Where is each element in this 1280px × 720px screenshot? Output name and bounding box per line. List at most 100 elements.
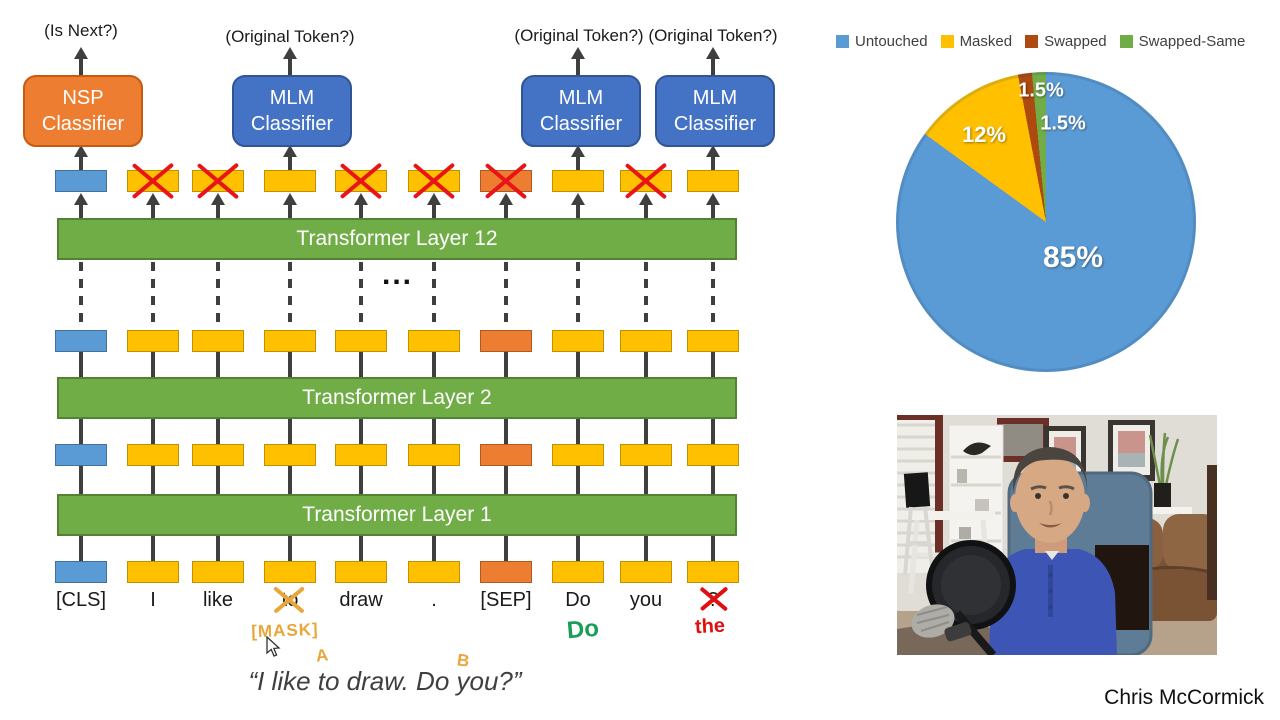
column-line [504, 352, 508, 377]
classifier-line2: Classifier [539, 113, 623, 135]
column-line [644, 466, 648, 494]
token-label: . [431, 589, 437, 611]
mouse-cursor-icon [266, 636, 281, 657]
arrowhead-icon [499, 193, 513, 205]
red-x-mark [411, 158, 457, 204]
mlm-output-label-1: (Original Token?) [225, 27, 355, 46]
token-label: draw [339, 589, 383, 611]
column-line [288, 419, 292, 444]
column-line [504, 205, 508, 218]
column-line [288, 157, 292, 170]
column-line [216, 466, 220, 494]
arrowhead-icon [639, 193, 653, 205]
hidden-layers-ellipsis: ... [382, 258, 414, 291]
arrowhead-icon [354, 193, 368, 205]
mic-arm [953, 610, 997, 655]
column-line [288, 205, 292, 218]
nsp-classifier-box: NSP Classifier [23, 75, 143, 147]
column-line [644, 352, 648, 377]
red-x-mark [130, 158, 176, 204]
handwritten-do: Do [565, 614, 601, 645]
column-line [359, 205, 363, 218]
pie-value-label-masked: 12% [961, 122, 1007, 147]
token-box-row4 [687, 170, 739, 192]
token-box-row3 [552, 330, 604, 352]
token-box-row3 [192, 330, 244, 352]
token-box-row1 [687, 561, 739, 583]
column-line [644, 536, 648, 561]
column-line [288, 352, 292, 377]
token-label: [SEP] [480, 589, 532, 611]
token-box-row3 [408, 330, 460, 352]
transformer-layer-12: Transformer Layer 12 [57, 218, 737, 260]
transformer-layer-2: Transformer Layer 2 [57, 377, 737, 419]
segment-a-label: A [314, 645, 330, 666]
transformer-layer-1: Transformer Layer 1 [57, 494, 737, 536]
token-box-row3 [335, 330, 387, 352]
column-line [359, 419, 363, 444]
token-box-row2 [687, 444, 739, 466]
token-box-row1 [620, 561, 672, 583]
microphone [911, 604, 972, 642]
classifier-line2: Classifier [250, 113, 334, 135]
column-dashed-line [432, 262, 436, 330]
legend-swatch [940, 35, 954, 48]
column-line [288, 466, 292, 494]
pie-value-label-untouched: 85% [1042, 241, 1104, 274]
column-line [151, 205, 155, 218]
arrowhead-icon [571, 193, 585, 205]
column-line [711, 536, 715, 561]
pie-value-label-swapped: 1.5% [1018, 79, 1064, 102]
token-box-row2 [264, 444, 316, 466]
column-dashed-line [288, 262, 292, 330]
webcam-video [897, 415, 1217, 655]
column-line [151, 419, 155, 444]
classifier-line2: Classifier [41, 113, 125, 135]
column-line [432, 419, 436, 444]
column-line [216, 205, 220, 218]
token-box-row1 [335, 561, 387, 583]
arrowhead-icon [571, 47, 585, 59]
token-box-row3 [127, 330, 179, 352]
column-line [79, 205, 83, 218]
arrowhead-icon [74, 193, 88, 205]
arrowhead-icon [211, 193, 225, 205]
nsp-output-label: (Is Next?) [44, 21, 118, 40]
token-box-row4 [55, 170, 107, 192]
presenter-name: Chris McCormick [1104, 686, 1264, 709]
token-box-row3 [620, 330, 672, 352]
token-box-row1 [408, 561, 460, 583]
legend-swatch [1025, 35, 1039, 48]
pie-value-label-swapped-same: 1.5% [1040, 112, 1086, 135]
red-x-mark [338, 158, 384, 204]
column-line [216, 419, 220, 444]
token-box-row3 [480, 330, 532, 352]
arrowhead-icon [706, 145, 720, 157]
column-dashed-line [79, 262, 83, 330]
framed-picture-right [1108, 420, 1155, 481]
legend-item-swapped: Swapped [1025, 33, 1107, 50]
token-box-row4 [552, 170, 604, 192]
column-line [576, 157, 580, 170]
token-box-row2 [127, 444, 179, 466]
column-line [359, 536, 363, 561]
token-box-row2 [192, 444, 244, 466]
column-line [711, 59, 715, 75]
column-dashed-line [151, 262, 155, 330]
arrowhead-icon [146, 193, 160, 205]
column-dashed-line [504, 262, 508, 330]
column-line [79, 157, 83, 170]
column-line [576, 536, 580, 561]
token-box-row4 [264, 170, 316, 192]
grass-plant [1148, 432, 1180, 507]
strike-x-mark [699, 586, 729, 612]
column-line [711, 419, 715, 444]
token-box-row1 [55, 561, 107, 583]
pie-legend: Untouched Masked Swapped Swapped-Same [836, 33, 1245, 50]
column-line [151, 466, 155, 494]
classifier-line2: Classifier [673, 113, 757, 135]
webcam-scene [897, 415, 1217, 655]
column-line [711, 352, 715, 377]
classifier-line1: MLM [692, 87, 738, 109]
